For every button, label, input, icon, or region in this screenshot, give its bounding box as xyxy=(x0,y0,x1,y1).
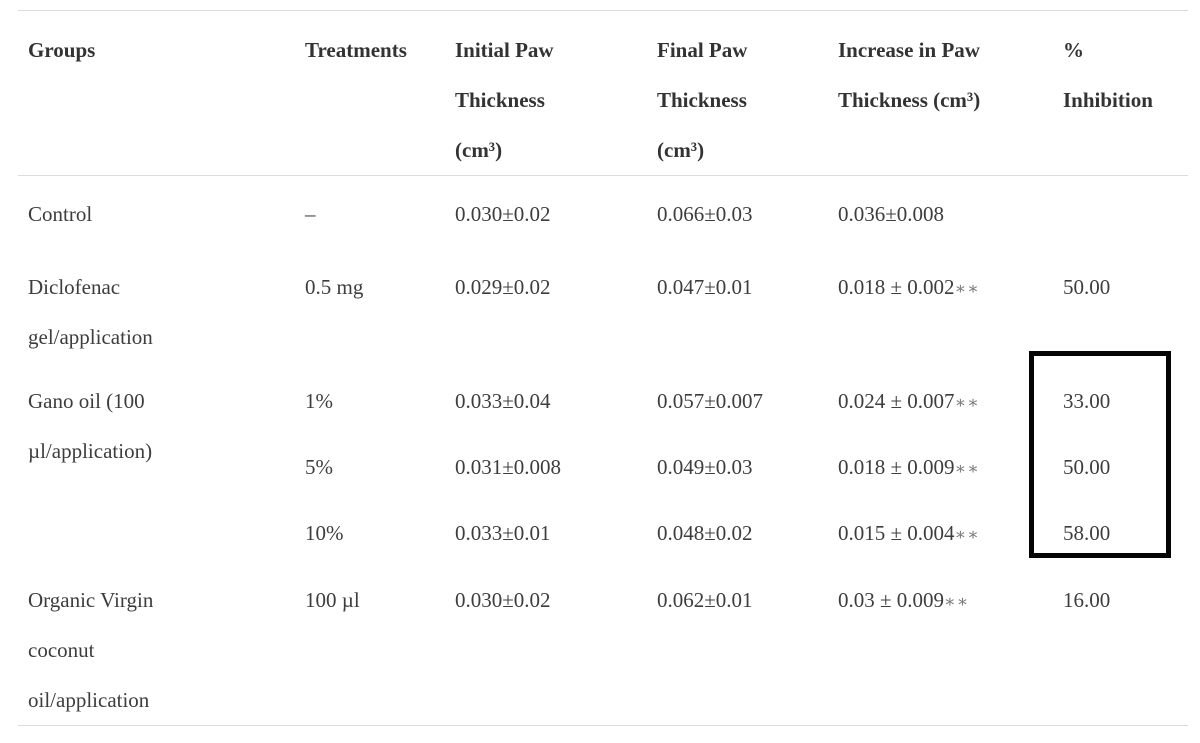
results-table: Groups Treatments Initial Paw Thickness … xyxy=(18,10,1188,726)
column-header-final-paw-thickness: Final Paw Thickness (cm³) xyxy=(657,10,838,176)
group-cell: Gano oil (100 µl/application) xyxy=(28,388,153,463)
initial-thickness-cell: 0.033±0.01 xyxy=(455,520,551,545)
table-row-gano-1pct: Gano oil (100 µl/application) 1% 0.033±0… xyxy=(18,363,1188,463)
group-cell: Diclofenac gel/application xyxy=(28,274,153,349)
significance-asterisks: ∗∗ xyxy=(954,278,980,298)
final-thickness-cell: 0.062±0.01 xyxy=(657,561,838,726)
increase-thickness-cell: 0.018 ± 0.009∗∗ xyxy=(838,429,1063,495)
treatment-cell: 100 µl xyxy=(305,561,455,726)
significance-asterisks: ∗∗ xyxy=(954,458,980,478)
column-header-increase-paw-thickness: Increase in Paw Thickness (cm³) xyxy=(838,10,1063,176)
table-row-gano-10pct: 10% 0.033±0.01 0.048±0.02 0.015 ± 0.004∗… xyxy=(18,495,1188,562)
increase-value: 0.018 ± 0.002 xyxy=(838,274,955,299)
column-header-percent-inhibition: % Inhibition xyxy=(1063,10,1188,176)
final-thickness-cell: 0.057±0.007 xyxy=(657,388,764,413)
initial-thickness-cell: 0.030±0.02 xyxy=(455,202,551,226)
increase-thickness-cell: 0.036±0.008 xyxy=(838,176,1063,249)
inhibition-cell: 16.00 xyxy=(1063,561,1188,726)
table-row-control: Control – 0.030±0.02 0.066±0.03 0.036±0.… xyxy=(18,176,1188,249)
treatment-cell: – xyxy=(305,202,316,226)
table-row-coconut-oil: Organic Virgin coconut oil/application 1… xyxy=(18,561,1188,726)
final-thickness-cell: 0.048±0.02 xyxy=(657,520,753,545)
group-cell: Control xyxy=(28,202,93,226)
initial-thickness-cell: 0.033±0.04 xyxy=(455,388,551,413)
increase-thickness-cell: 0.03 ± 0.009∗∗ xyxy=(838,561,1063,726)
table-row-gano-5pct: 5% 0.031±0.008 0.049±0.03 0.018 ± 0.009∗… xyxy=(18,429,1188,495)
inhibition-cell: 50.00 xyxy=(1063,454,1111,479)
increase-thickness-cell: 0.018 ± 0.002∗∗ xyxy=(838,249,1063,363)
final-thickness-cell: 0.049±0.03 xyxy=(657,454,753,479)
inhibition-cell: 50.00 xyxy=(1063,274,1111,299)
table-header-row: Groups Treatments Initial Paw Thickness … xyxy=(18,10,1188,176)
group-cell: Organic Virgin coconut oil/application xyxy=(18,561,305,726)
column-header-groups: Groups xyxy=(18,10,305,176)
final-thickness-cell: 0.066±0.03 xyxy=(657,202,753,226)
increase-value: 0.024 ± 0.007 xyxy=(838,388,955,413)
increase-thickness-cell: 0.024 ± 0.007∗∗ xyxy=(838,363,1063,429)
treatment-cell: 5% xyxy=(305,454,333,479)
initial-thickness-cell: 0.031±0.008 xyxy=(455,454,562,479)
column-header-initial-paw-thickness: Initial Paw Thickness (cm³) xyxy=(455,10,657,176)
initial-thickness-cell: 0.030±0.02 xyxy=(455,561,657,726)
inhibition-cell xyxy=(1063,176,1188,249)
increase-value: 0.015 ± 0.004 xyxy=(838,520,955,545)
increase-value: 0.018 ± 0.009 xyxy=(838,454,955,479)
treatment-cell: 1% xyxy=(305,388,333,413)
treatment-cell: 0.5 mg xyxy=(305,274,364,299)
inhibition-cell: 58.00 xyxy=(1063,520,1111,545)
significance-asterisks: ∗∗ xyxy=(954,524,980,544)
table-row-diclofenac: Diclofenac gel/application 0.5 mg 0.029±… xyxy=(18,249,1188,363)
increase-value: 0.03 ± 0.009 xyxy=(838,587,945,612)
initial-thickness-cell: 0.029±0.02 xyxy=(455,274,551,299)
increase-thickness-cell: 0.015 ± 0.004∗∗ xyxy=(838,495,1063,562)
treatment-cell: 10% xyxy=(305,520,344,545)
significance-asterisks: ∗∗ xyxy=(944,591,970,611)
column-header-treatments: Treatments xyxy=(305,10,455,176)
increase-value: 0.036±0.008 xyxy=(838,202,945,226)
inhibition-cell: 33.00 xyxy=(1063,388,1111,413)
final-thickness-cell: 0.047±0.01 xyxy=(657,274,753,299)
significance-asterisks: ∗∗ xyxy=(954,392,980,412)
